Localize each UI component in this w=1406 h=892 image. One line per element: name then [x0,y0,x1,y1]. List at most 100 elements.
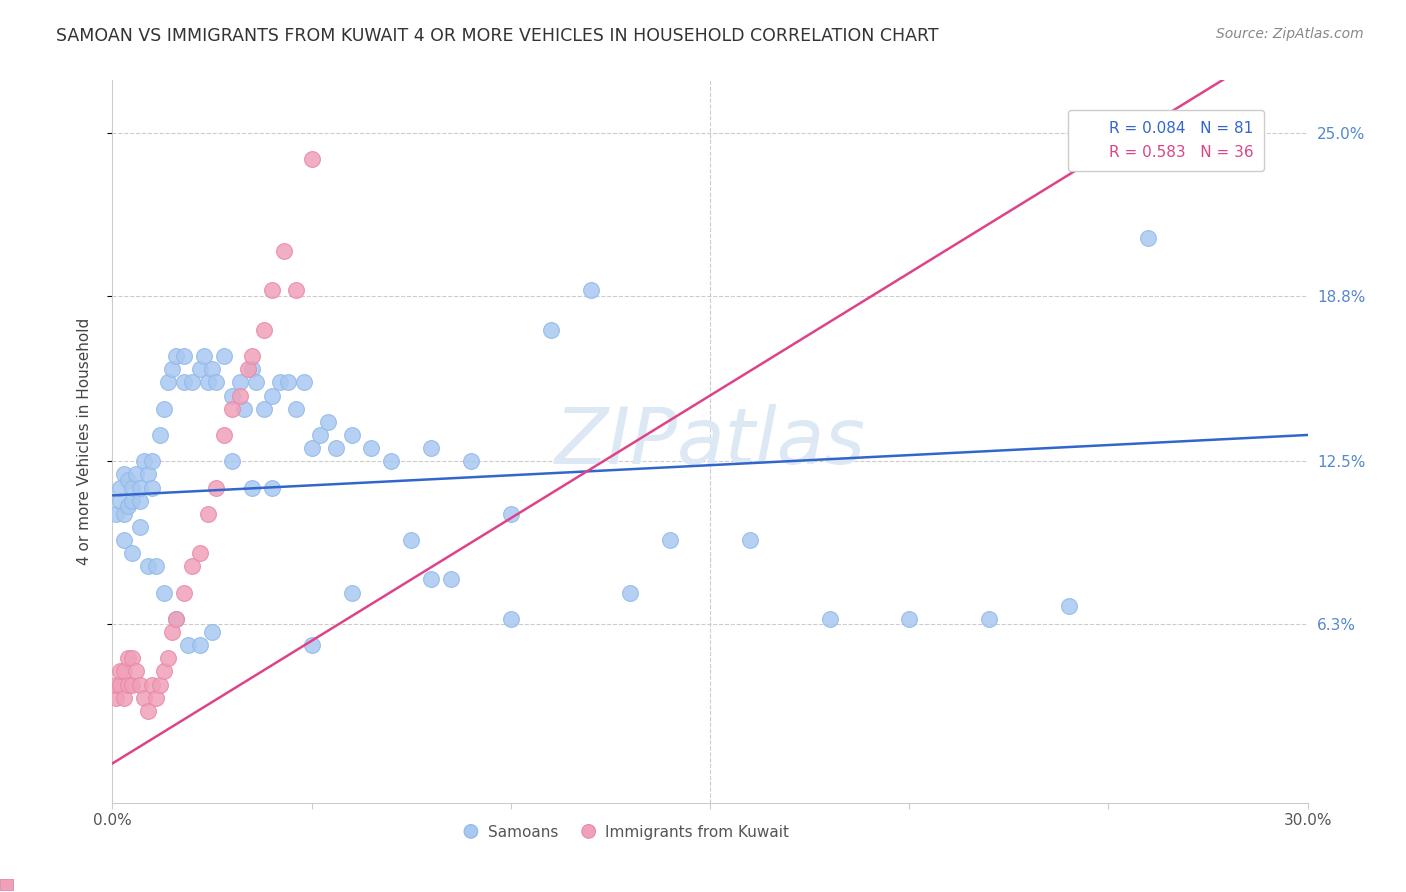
Point [129,493,152,508]
Point [114,665,135,679]
Point [245,376,267,390]
Point [316,415,339,429]
Legend: Samoans, Immigrants from Kuwait: Samoans, Immigrants from Kuwait [457,819,796,846]
Point [420,573,443,587]
Y-axis label: 4 or more Vehicles in Household: 4 or more Vehicles in Household [77,318,91,566]
Point [173,376,195,390]
Point [205,376,228,390]
Point [273,244,295,258]
Point [188,546,211,560]
Point [499,612,522,626]
Point [201,362,224,376]
Point [977,612,1000,626]
Point [117,651,139,665]
Point [105,690,128,705]
Point [138,559,160,574]
Point [121,677,143,691]
Point [117,677,139,691]
Point [173,349,195,363]
Point [141,454,163,468]
Point [114,690,135,705]
Point [240,349,263,363]
Point [308,428,330,442]
Point [114,533,135,547]
Point [240,362,263,376]
Point [284,284,307,298]
Point [149,677,172,691]
Point [110,481,132,495]
Point [540,323,562,337]
Point [157,376,180,390]
Text: ZIPatlas: ZIPatlas [554,403,866,480]
Point [360,441,382,455]
Point [153,401,176,416]
Point [145,690,167,705]
Point [898,612,921,626]
Point [1137,231,1160,245]
Point [121,546,143,560]
Point [340,428,363,442]
Point [201,625,224,640]
Point [153,665,176,679]
Point [197,376,219,390]
Point [141,677,163,691]
Point [129,520,152,534]
Point [110,677,132,691]
Point [110,665,132,679]
Point [110,493,132,508]
Point [165,349,187,363]
Point [105,507,128,521]
Point [284,401,307,416]
Point [440,573,463,587]
Point [1057,599,1080,613]
Point [157,651,180,665]
Point [260,481,283,495]
Point [153,585,176,599]
Point [260,388,283,402]
Point [221,388,243,402]
Point [233,401,256,416]
Point [579,284,602,298]
Point [138,467,160,482]
Point [420,441,443,455]
Point [114,507,135,521]
Point [181,376,204,390]
Point [129,481,152,495]
Point [240,481,263,495]
Point [380,454,402,468]
Point [141,481,163,495]
Point [221,401,243,416]
Point [105,677,128,691]
Point [818,612,841,626]
Point [134,454,156,468]
Point [277,376,299,390]
Point [738,533,761,547]
Point [340,585,363,599]
Point [121,651,143,665]
Point [114,467,135,482]
Point [236,362,259,376]
Point [134,690,156,705]
Point [659,533,682,547]
Point [301,441,323,455]
Point [212,428,235,442]
Point [177,638,200,652]
Point [221,454,243,468]
Point [162,625,183,640]
Point [162,362,183,376]
Point [325,441,347,455]
Point [117,473,139,487]
Point [188,362,211,376]
Point [619,585,641,599]
Point [193,349,215,363]
Point [188,638,211,652]
Point [401,533,423,547]
Point [301,152,323,166]
Point [260,284,283,298]
Point [129,677,152,691]
Point [212,349,235,363]
Point [121,481,143,495]
Point [165,612,187,626]
Point [301,638,323,652]
Point [499,507,522,521]
